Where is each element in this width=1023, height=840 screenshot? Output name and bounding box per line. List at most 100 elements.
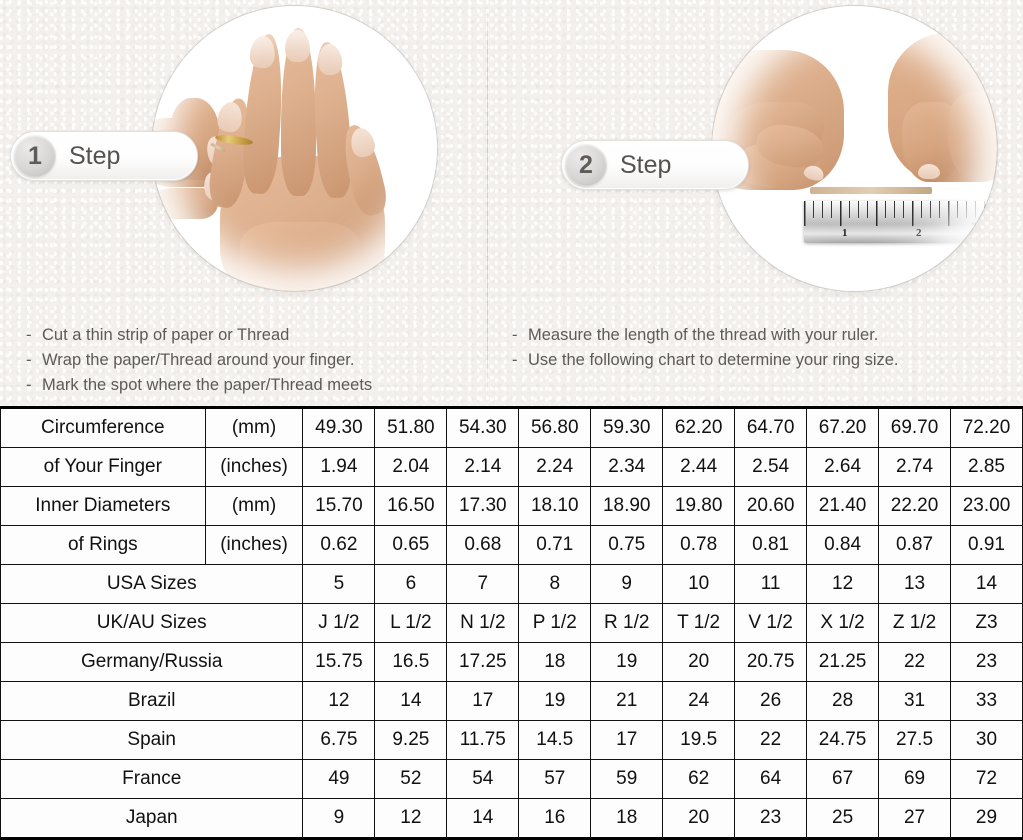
- step-1-instructions: - Cut a thin strip of paper or Thread - Wr…: [26, 323, 372, 398]
- cell: 0.78: [662, 525, 736, 565]
- cell: 7: [446, 564, 520, 604]
- cell: 8: [518, 564, 592, 604]
- table-row: Japan 9 12 14 16 18 20 23 25 27 29: [0, 798, 1023, 840]
- cell: 51.80: [374, 406, 448, 448]
- row-label-france: France: [0, 759, 304, 799]
- cell: 2.74: [878, 447, 951, 487]
- ruler-mark-2: 2: [916, 227, 922, 239]
- cell: 67.20: [806, 406, 880, 448]
- cell: 2.14: [446, 447, 520, 487]
- table-body: Circumference (mm) 49.30 51.80 54.30 56.…: [0, 406, 1023, 840]
- unit-cell: (mm): [204, 406, 304, 448]
- unit-cell: (mm): [204, 486, 304, 526]
- cell: 2.64: [806, 447, 880, 487]
- instruction-line: - Measure the length of the thread with y…: [512, 323, 899, 348]
- row-label-inner-diameter-line1: Inner Diameters: [0, 486, 206, 526]
- panel-divider: [487, 6, 488, 396]
- cell: 30: [950, 720, 1023, 760]
- cell: 20.60: [734, 486, 808, 526]
- cell: 17: [446, 681, 520, 721]
- row-label-inner-diameter-line2: of Rings: [0, 525, 206, 565]
- cell: 14: [446, 798, 520, 840]
- cell: 29: [950, 798, 1023, 840]
- cell: 18.10: [518, 486, 592, 526]
- cell: 54: [446, 759, 520, 799]
- cell: 24.75: [806, 720, 880, 760]
- bullet-dash: -: [512, 326, 518, 344]
- step-2-label: Step: [620, 150, 672, 179]
- unit-cell: (inches): [204, 525, 304, 565]
- table-row: Inner Diameters (mm) 15.70 16.50 17.30 1…: [0, 486, 1023, 526]
- cell: 27.5: [878, 720, 951, 760]
- cell: 19: [518, 681, 592, 721]
- cell: 6: [374, 564, 448, 604]
- cell: 0.71: [518, 525, 592, 565]
- step-2-number: 2: [565, 144, 607, 186]
- cell: 59: [590, 759, 664, 799]
- instruction-line: - Mark the spot where the paper/Thread me…: [26, 373, 372, 398]
- cell: 16: [518, 798, 592, 840]
- cell: 6.75: [302, 720, 376, 760]
- step-2-badge: 2 Step: [561, 140, 749, 190]
- cell: 31: [878, 681, 951, 721]
- cell: 0.84: [806, 525, 880, 565]
- cell: 17: [590, 720, 664, 760]
- bullet-dash: -: [512, 351, 518, 369]
- cell: 12: [806, 564, 880, 604]
- cell: 2.85: [950, 447, 1023, 487]
- cell: 9.25: [374, 720, 448, 760]
- cell: 25: [806, 798, 880, 840]
- cell: X 1/2: [806, 603, 880, 643]
- row-label-germany-russia: Germany/Russia: [0, 642, 304, 682]
- cell: 18.90: [590, 486, 664, 526]
- cell: 11.75: [446, 720, 520, 760]
- cell: 72.20: [950, 406, 1023, 448]
- cell: 1.94: [302, 447, 376, 487]
- unit-cell: (inches): [204, 447, 304, 487]
- step-1-number: 1: [14, 135, 56, 177]
- thread-strip: [810, 187, 932, 194]
- step-2-instructions: - Measure the length of the thread with y…: [512, 323, 899, 373]
- cell: Z3: [950, 603, 1023, 643]
- table-row: Germany/Russia 15.75 16.5 17.25 18 19 20…: [0, 642, 1023, 682]
- cell: 15.75: [302, 642, 376, 682]
- cell: 14: [950, 564, 1023, 604]
- step-1-badge: 1 Step: [10, 131, 198, 181]
- cell: N 1/2: [446, 603, 520, 643]
- cell: V 1/2: [734, 603, 808, 643]
- instruction-text: Mark the spot where the paper/Thread mee…: [42, 376, 373, 394]
- cell: 0.81: [734, 525, 808, 565]
- cell: 19: [590, 642, 664, 682]
- ring-size-conversion-table: Circumference (mm) 49.30 51.80 54.30 56.…: [0, 406, 1023, 840]
- instruction-line: - Cut a thin strip of paper or Thread: [26, 323, 372, 348]
- cell: 15.70: [302, 486, 376, 526]
- cell: 2.54: [734, 447, 808, 487]
- cell: 62.20: [662, 406, 736, 448]
- cell: 64.70: [734, 406, 808, 448]
- cell: 22: [734, 720, 808, 760]
- cell: 49.30: [302, 406, 376, 448]
- cell: 64: [734, 759, 808, 799]
- cell: 33: [950, 681, 1023, 721]
- cell: 2.24: [518, 447, 592, 487]
- cell: 27: [878, 798, 951, 840]
- row-label-uk-au-sizes: UK/AU Sizes: [0, 603, 304, 643]
- cell: 2.04: [374, 447, 448, 487]
- table-row: Circumference (mm) 49.30 51.80 54.30 56.…: [0, 406, 1023, 448]
- cell: 17.25: [446, 642, 520, 682]
- cell: 57: [518, 759, 592, 799]
- cell: 56.80: [518, 406, 592, 448]
- cell: 69: [878, 759, 951, 799]
- cell: 18: [590, 798, 664, 840]
- ruler-brand-text: MADE IN CHINA: [972, 221, 997, 226]
- instruction-text: Cut a thin strip of paper or Thread: [42, 326, 290, 344]
- cell: 16.50: [374, 486, 448, 526]
- cell: 10: [662, 564, 736, 604]
- cell: L 1/2: [374, 603, 448, 643]
- cell: P 1/2: [518, 603, 592, 643]
- cell: 21.40: [806, 486, 880, 526]
- ruler-illustration: 1 2 3 MADE IN CHINA: [712, 6, 997, 291]
- row-label-circumference-line2: of Your Finger: [0, 447, 206, 487]
- cell: 49: [302, 759, 376, 799]
- instruction-text: Use the following chart to determine you…: [528, 351, 899, 369]
